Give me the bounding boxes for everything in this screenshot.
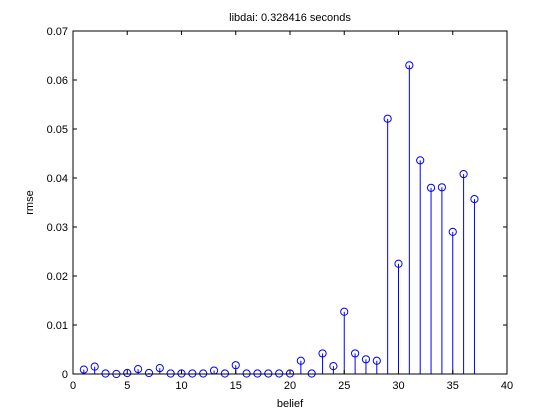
stem-marker [79,365,88,374]
stem-marker [416,156,425,165]
stem-marker [394,259,403,268]
stem-marker [90,362,99,371]
x-tick-label: 30 [392,380,404,392]
stem-marker [144,368,154,378]
x-tick-label: 15 [230,380,242,392]
stem-marker [329,362,338,371]
stem-marker [459,169,468,179]
y-axis-label: rmse [24,190,36,214]
stem-marker [231,361,240,370]
stem-marker [448,227,457,236]
stem-marker [123,368,132,378]
y-tick-label: 0.04 [47,173,68,185]
y-tick-label: 0 [62,369,68,381]
stem-marker [426,183,436,192]
plot-area [73,31,507,374]
x-tick-label: 0 [70,380,76,392]
y-tick-label: 0.01 [47,320,68,332]
x-tick-label: 40 [501,380,513,392]
stem-marker [470,194,479,204]
x-tick-label: 25 [338,380,350,392]
y-tick-label: 0.05 [47,124,68,136]
y-tick-label: 0.07 [47,26,68,38]
stem-marker [318,349,327,358]
y-axis-ticks: 0 0.01 0.02 0.03 0.04 0.05 0.06 0.07 [47,26,507,381]
stem-marker [372,356,381,365]
stem-marker [351,349,360,358]
x-tick-label: 10 [175,380,187,392]
x-tick-label: 5 [124,380,130,392]
chart-title: libdai: 0.328416 seconds [229,12,351,24]
stem-marker [155,364,164,373]
stem-marker [340,307,349,316]
stem-marker [134,365,143,374]
stem-marker [296,356,305,365]
stem-marker [361,355,371,364]
stem-marker [405,61,414,70]
x-axis-ticks: 0 5 10 15 20 25 30 35 40 [70,31,513,392]
y-tick-label: 0.03 [47,222,68,234]
y-tick-label: 0.06 [47,75,68,87]
x-tick-label: 20 [284,380,296,392]
stem-marker [383,114,392,123]
x-axis-label: belief [277,398,304,410]
x-tick-label: 35 [447,380,459,392]
stem-marker [437,183,446,192]
y-tick-label: 0.02 [47,271,68,283]
